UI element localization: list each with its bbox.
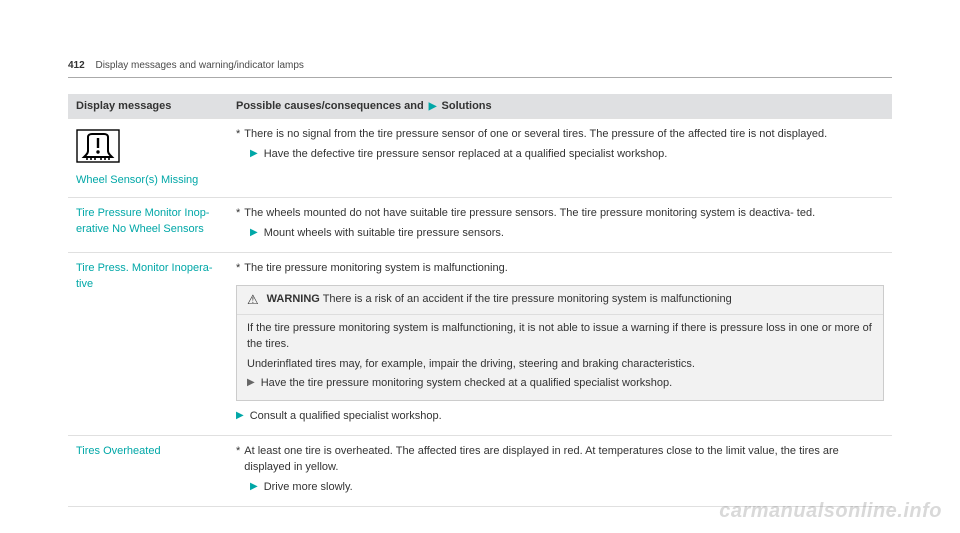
asterisk-icon: * [236, 206, 240, 222]
table-row: Tire Press. Monitor Inopera‐ tive * The … [68, 252, 892, 436]
cause-text: At least one tire is overheated. The aff… [244, 444, 884, 476]
arrow-icon: ▶ [250, 226, 258, 242]
message-label: Tires Overheated [76, 444, 220, 460]
action-text: Mount wheels with suitable tire pressure… [264, 226, 884, 242]
page-header: 412 Display messages and warning/indicat… [68, 60, 892, 78]
warning-action: Have the tire pressure monitoring system… [261, 376, 672, 392]
asterisk-icon: * [236, 261, 240, 277]
asterisk-icon: * [236, 444, 240, 476]
cause-text: There is no signal from the tire pressur… [244, 127, 884, 143]
arrow-icon: ▶ [250, 147, 258, 163]
table-row: Wheel Sensor(s) Missing * There is no si… [68, 119, 892, 198]
arrow-icon: ▶ [427, 101, 439, 112]
col-header-causes: Possible causes/consequences and ▶ Solut… [228, 94, 892, 119]
message-label: Tire Press. Monitor Inopera‐ tive [76, 261, 220, 293]
col-header-display: Display messages [68, 94, 228, 119]
cause-text: The wheels mounted do not have suitable … [244, 206, 884, 222]
warning-text: If the tire pressure monitoring system i… [247, 321, 873, 353]
message-label: Tire Pressure Monitor Inop‐ erative No W… [76, 206, 220, 238]
section-title: Display messages and warning/indicator l… [95, 60, 303, 71]
warning-label: WARNING [267, 293, 320, 305]
table-row: Tire Pressure Monitor Inop‐ erative No W… [68, 197, 892, 252]
action-text: Consult a qualified specialist workshop. [250, 409, 884, 425]
tpms-icon [76, 129, 220, 169]
asterisk-icon: * [236, 127, 240, 143]
action-text: Drive more slowly. [264, 480, 884, 496]
warning-icon: ⚠ [247, 293, 259, 306]
messages-table: Display messages Possible causes/consequ… [68, 94, 892, 507]
page-number: 412 [68, 60, 85, 71]
arrow-icon: ▶ [250, 480, 258, 496]
warning-title: There is a risk of an accident if the ti… [323, 293, 732, 305]
cause-text: The tire pressure monitoring system is m… [244, 261, 884, 277]
table-row: Tires Overheated * At least one tire is … [68, 436, 892, 507]
warning-text: Underinflated tires may, for example, im… [247, 357, 873, 373]
arrow-icon: ▶ [236, 409, 244, 425]
message-label: Wheel Sensor(s) Missing [76, 173, 220, 189]
action-text: Have the defective tire pressure sensor … [264, 147, 884, 163]
arrow-icon: ▶ [247, 376, 255, 392]
warning-box: ⚠ WARNING There is a risk of an accident… [236, 285, 884, 402]
